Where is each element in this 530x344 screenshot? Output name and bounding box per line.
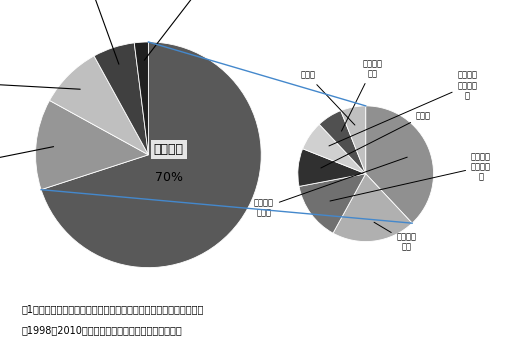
Text: 70%: 70%	[155, 171, 183, 184]
Text: ハエ目
2%: ハエ目 2%	[144, 0, 220, 60]
Wedge shape	[366, 106, 434, 223]
Wedge shape	[49, 56, 148, 155]
Wedge shape	[94, 43, 148, 155]
Text: シロイチ
モジヨト
ウ: シロイチ モジヨト ウ	[329, 71, 478, 146]
Text: ネキリム
シ類: ネキリム シ類	[341, 59, 383, 131]
Wedge shape	[298, 149, 366, 186]
Text: ハイマダ
ラノメイ
ガ: ハイマダ ラノメイ ガ	[330, 152, 491, 201]
Text: チョウ目: チョウ目	[154, 143, 184, 155]
Text: アザミウマ目
9%: アザミウマ目 9%	[0, 71, 80, 92]
Text: その他: その他	[301, 71, 355, 125]
Text: ハスモン
ヨトウ: ハスモン ヨトウ	[254, 157, 407, 217]
Wedge shape	[36, 100, 148, 190]
Wedge shape	[319, 111, 366, 174]
Wedge shape	[341, 106, 366, 174]
Wedge shape	[333, 174, 412, 241]
Wedge shape	[303, 124, 366, 174]
Text: コナガ: コナガ	[321, 111, 431, 168]
Text: カメムシ目
6%: カメムシ目 6%	[70, 0, 119, 64]
Text: オオタバ
コガ: オオタバ コガ	[374, 222, 417, 251]
Wedge shape	[41, 42, 261, 268]
Text: （1998～2010年、各都道府県病害虫防除所の発表）: （1998～2010年、各都道府県病害虫防除所の発表）	[21, 325, 182, 335]
Wedge shape	[134, 42, 148, 155]
Text: ダニ目
13%: ダニ目 13%	[0, 147, 54, 177]
Wedge shape	[299, 174, 366, 233]
Text: 図1　野菜類の発生予察情報の警報・注意報にみられる害虫の分類群: 図1 野菜類の発生予察情報の警報・注意報にみられる害虫の分類群	[21, 304, 204, 314]
